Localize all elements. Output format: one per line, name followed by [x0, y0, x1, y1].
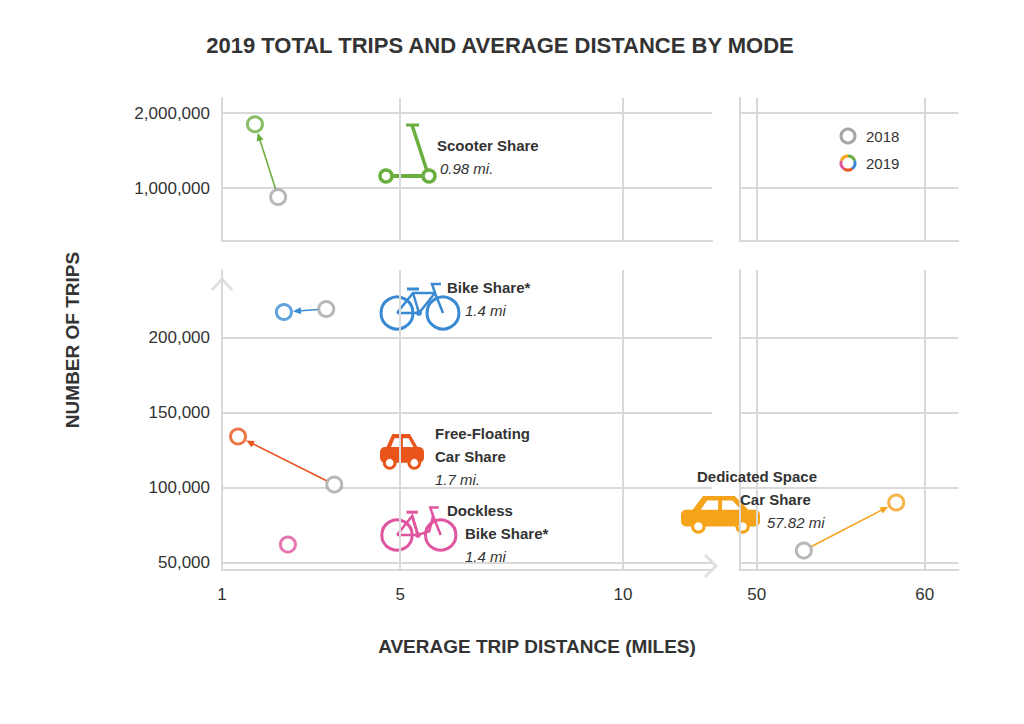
svg-text:2018: 2018	[866, 128, 899, 145]
svg-text:2019: 2019	[866, 155, 899, 172]
svg-text:AVERAGE TRIP DISTANCE (MILES): AVERAGE TRIP DISTANCE (MILES)	[378, 636, 696, 657]
svg-text:1.4 mi: 1.4 mi	[465, 302, 507, 319]
svg-text:57.82 mi: 57.82 mi	[767, 514, 825, 531]
svg-text:5: 5	[395, 585, 404, 604]
svg-text:1.7 mi.: 1.7 mi.	[435, 471, 480, 488]
svg-text:60: 60	[915, 585, 934, 604]
svg-text:50: 50	[747, 585, 766, 604]
svg-text:100,000: 100,000	[149, 478, 210, 497]
svg-text:10: 10	[613, 585, 632, 604]
svg-text:Car Share: Car Share	[740, 491, 811, 508]
svg-text:Bike Share*: Bike Share*	[465, 525, 549, 542]
svg-text:2019 TOTAL TRIPS AND AVERAGE D: 2019 TOTAL TRIPS AND AVERAGE DISTANCE BY…	[206, 33, 794, 58]
svg-text:Bike Share*: Bike Share*	[447, 279, 531, 296]
svg-text:150,000: 150,000	[149, 403, 210, 422]
svg-text:Dedicated Space: Dedicated Space	[697, 468, 817, 485]
svg-text:Dockless: Dockless	[447, 502, 513, 519]
svg-text:200,000: 200,000	[149, 328, 210, 347]
svg-text:Free-Floating: Free-Floating	[435, 425, 530, 442]
svg-text:Scooter Share: Scooter Share	[437, 137, 539, 154]
svg-text:2,000,000: 2,000,000	[134, 104, 210, 123]
svg-text:NUMBER OF TRIPS: NUMBER OF TRIPS	[62, 252, 83, 428]
svg-text:50,000: 50,000	[158, 553, 210, 572]
svg-text:1.4 mi: 1.4 mi	[465, 548, 507, 565]
svg-text:0.98 mi.: 0.98 mi.	[440, 160, 493, 177]
svg-text:1,000,000: 1,000,000	[134, 179, 210, 198]
svg-text:Car Share: Car Share	[435, 448, 506, 465]
svg-text:1: 1	[217, 585, 226, 604]
